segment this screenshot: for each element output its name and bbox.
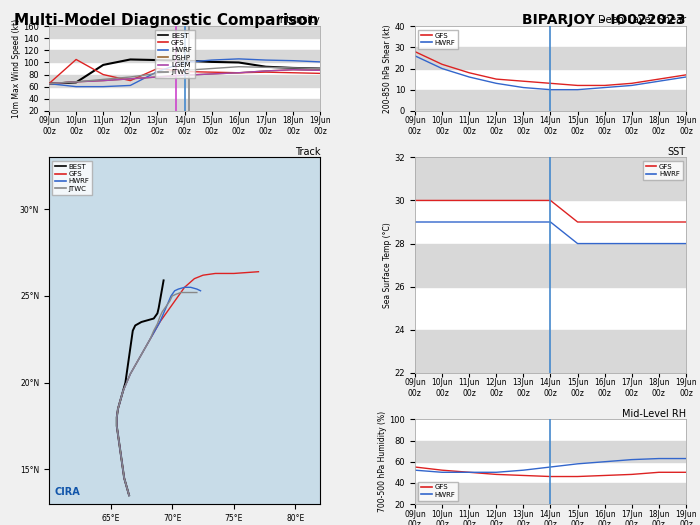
Text: Multi-Model Diagnostic Comparison: Multi-Model Diagnostic Comparison xyxy=(14,13,318,28)
Bar xyxy=(49,75,320,87)
Y-axis label: 700-500 hPa Humidity (%): 700-500 hPa Humidity (%) xyxy=(378,411,386,512)
Bar xyxy=(415,158,686,201)
Bar xyxy=(49,99,320,111)
Bar xyxy=(49,26,320,38)
Legend: GFS, HWRF: GFS, HWRF xyxy=(419,30,458,49)
Bar xyxy=(415,483,686,504)
Bar xyxy=(415,244,686,287)
Text: Track: Track xyxy=(295,146,320,156)
Y-axis label: Sea Surface Temp (°C): Sea Surface Temp (°C) xyxy=(383,222,392,308)
Legend: GFS, HWRF: GFS, HWRF xyxy=(643,161,682,180)
Y-axis label: 10m Max Wind Speed (kt): 10m Max Wind Speed (kt) xyxy=(12,19,20,118)
Text: SST: SST xyxy=(668,146,686,156)
Bar xyxy=(415,47,686,69)
Bar xyxy=(415,440,686,461)
Y-axis label: 200-850 hPa Shear (kt): 200-850 hPa Shear (kt) xyxy=(383,24,392,113)
Bar xyxy=(415,330,686,373)
Text: CIRA: CIRA xyxy=(55,487,80,497)
Bar xyxy=(415,90,686,111)
Legend: BEST, GFS, HWRF, DSHP, LGEM, JTWC: BEST, GFS, HWRF, DSHP, LGEM, JTWC xyxy=(155,30,195,78)
Text: Mid-Level RH: Mid-Level RH xyxy=(622,408,686,418)
Bar xyxy=(49,50,320,62)
Text: Intensity: Intensity xyxy=(277,15,320,26)
Legend: BEST, GFS, HWRF, JTWC: BEST, GFS, HWRF, JTWC xyxy=(52,161,92,194)
Text: Deep-Layer Shear: Deep-Layer Shear xyxy=(598,15,686,26)
Legend: GFS, HWRF: GFS, HWRF xyxy=(419,481,458,500)
Text: BIPARJOY - IO022023: BIPARJOY - IO022023 xyxy=(522,13,686,27)
